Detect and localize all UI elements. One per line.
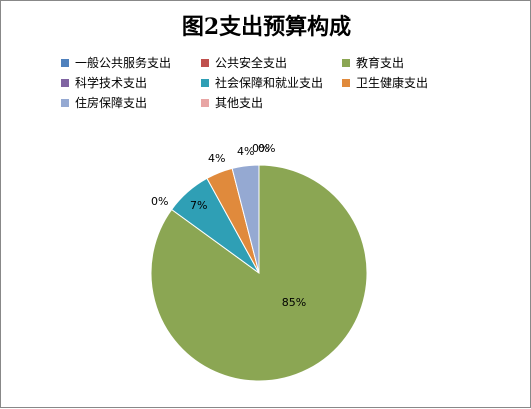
legend-label: 卫生健康支出: [356, 76, 429, 90]
legend-item-general-public-services: 一般公共服务支出: [61, 55, 171, 71]
legend-swatch: [201, 99, 209, 107]
slice-education: [150, 164, 368, 382]
legend-swatch: [61, 79, 69, 87]
legend-label: 科学技术支出: [75, 76, 148, 90]
legend-item-public-safety: 公共安全支出: [201, 55, 287, 71]
legend-item-housing: 住房保障支出: [61, 95, 147, 111]
pie-slices: [150, 164, 368, 382]
legend-swatch: [342, 79, 350, 87]
data-label-health: 4%: [208, 152, 225, 165]
legend-swatch: [342, 59, 350, 67]
legend-label: 社会保障和就业支出: [215, 76, 324, 90]
data-label-general-public-services: 0%: [258, 142, 275, 155]
legend-label: 公共安全支出: [215, 56, 288, 70]
data-label-housing: 4%: [237, 145, 254, 158]
legend-swatch: [61, 99, 69, 107]
legend-label: 住房保障支出: [75, 96, 148, 110]
data-label-science-technology: 0%: [151, 195, 168, 208]
chart-title: 图2支出预算构成: [181, 14, 352, 40]
legend-swatch: [201, 59, 209, 67]
pie-labels: 0% 85% 0% 7% 4% 4% 0%: [151, 142, 306, 309]
legend-label: 一般公共服务支出: [75, 56, 172, 70]
legend-label: 其他支出: [215, 96, 264, 110]
legend-item-education: 教育支出: [342, 55, 404, 71]
legend-label: 教育支出: [356, 56, 405, 70]
legend-swatch: [201, 79, 209, 87]
data-label-social-security-employment: 7%: [190, 199, 207, 212]
legend-item-health: 卫生健康支出: [342, 75, 428, 91]
legend-swatch: [61, 59, 69, 67]
legend-item-science-technology: 科学技术支出: [61, 75, 147, 91]
data-label-education: 85%: [282, 296, 306, 309]
slice-housing: [231, 164, 260, 274]
legend-item-social-security-employment: 社会保障和就业支出: [201, 75, 323, 91]
legend-item-other: 其他支出: [201, 95, 263, 111]
data-label-other: 0%: [252, 142, 269, 155]
